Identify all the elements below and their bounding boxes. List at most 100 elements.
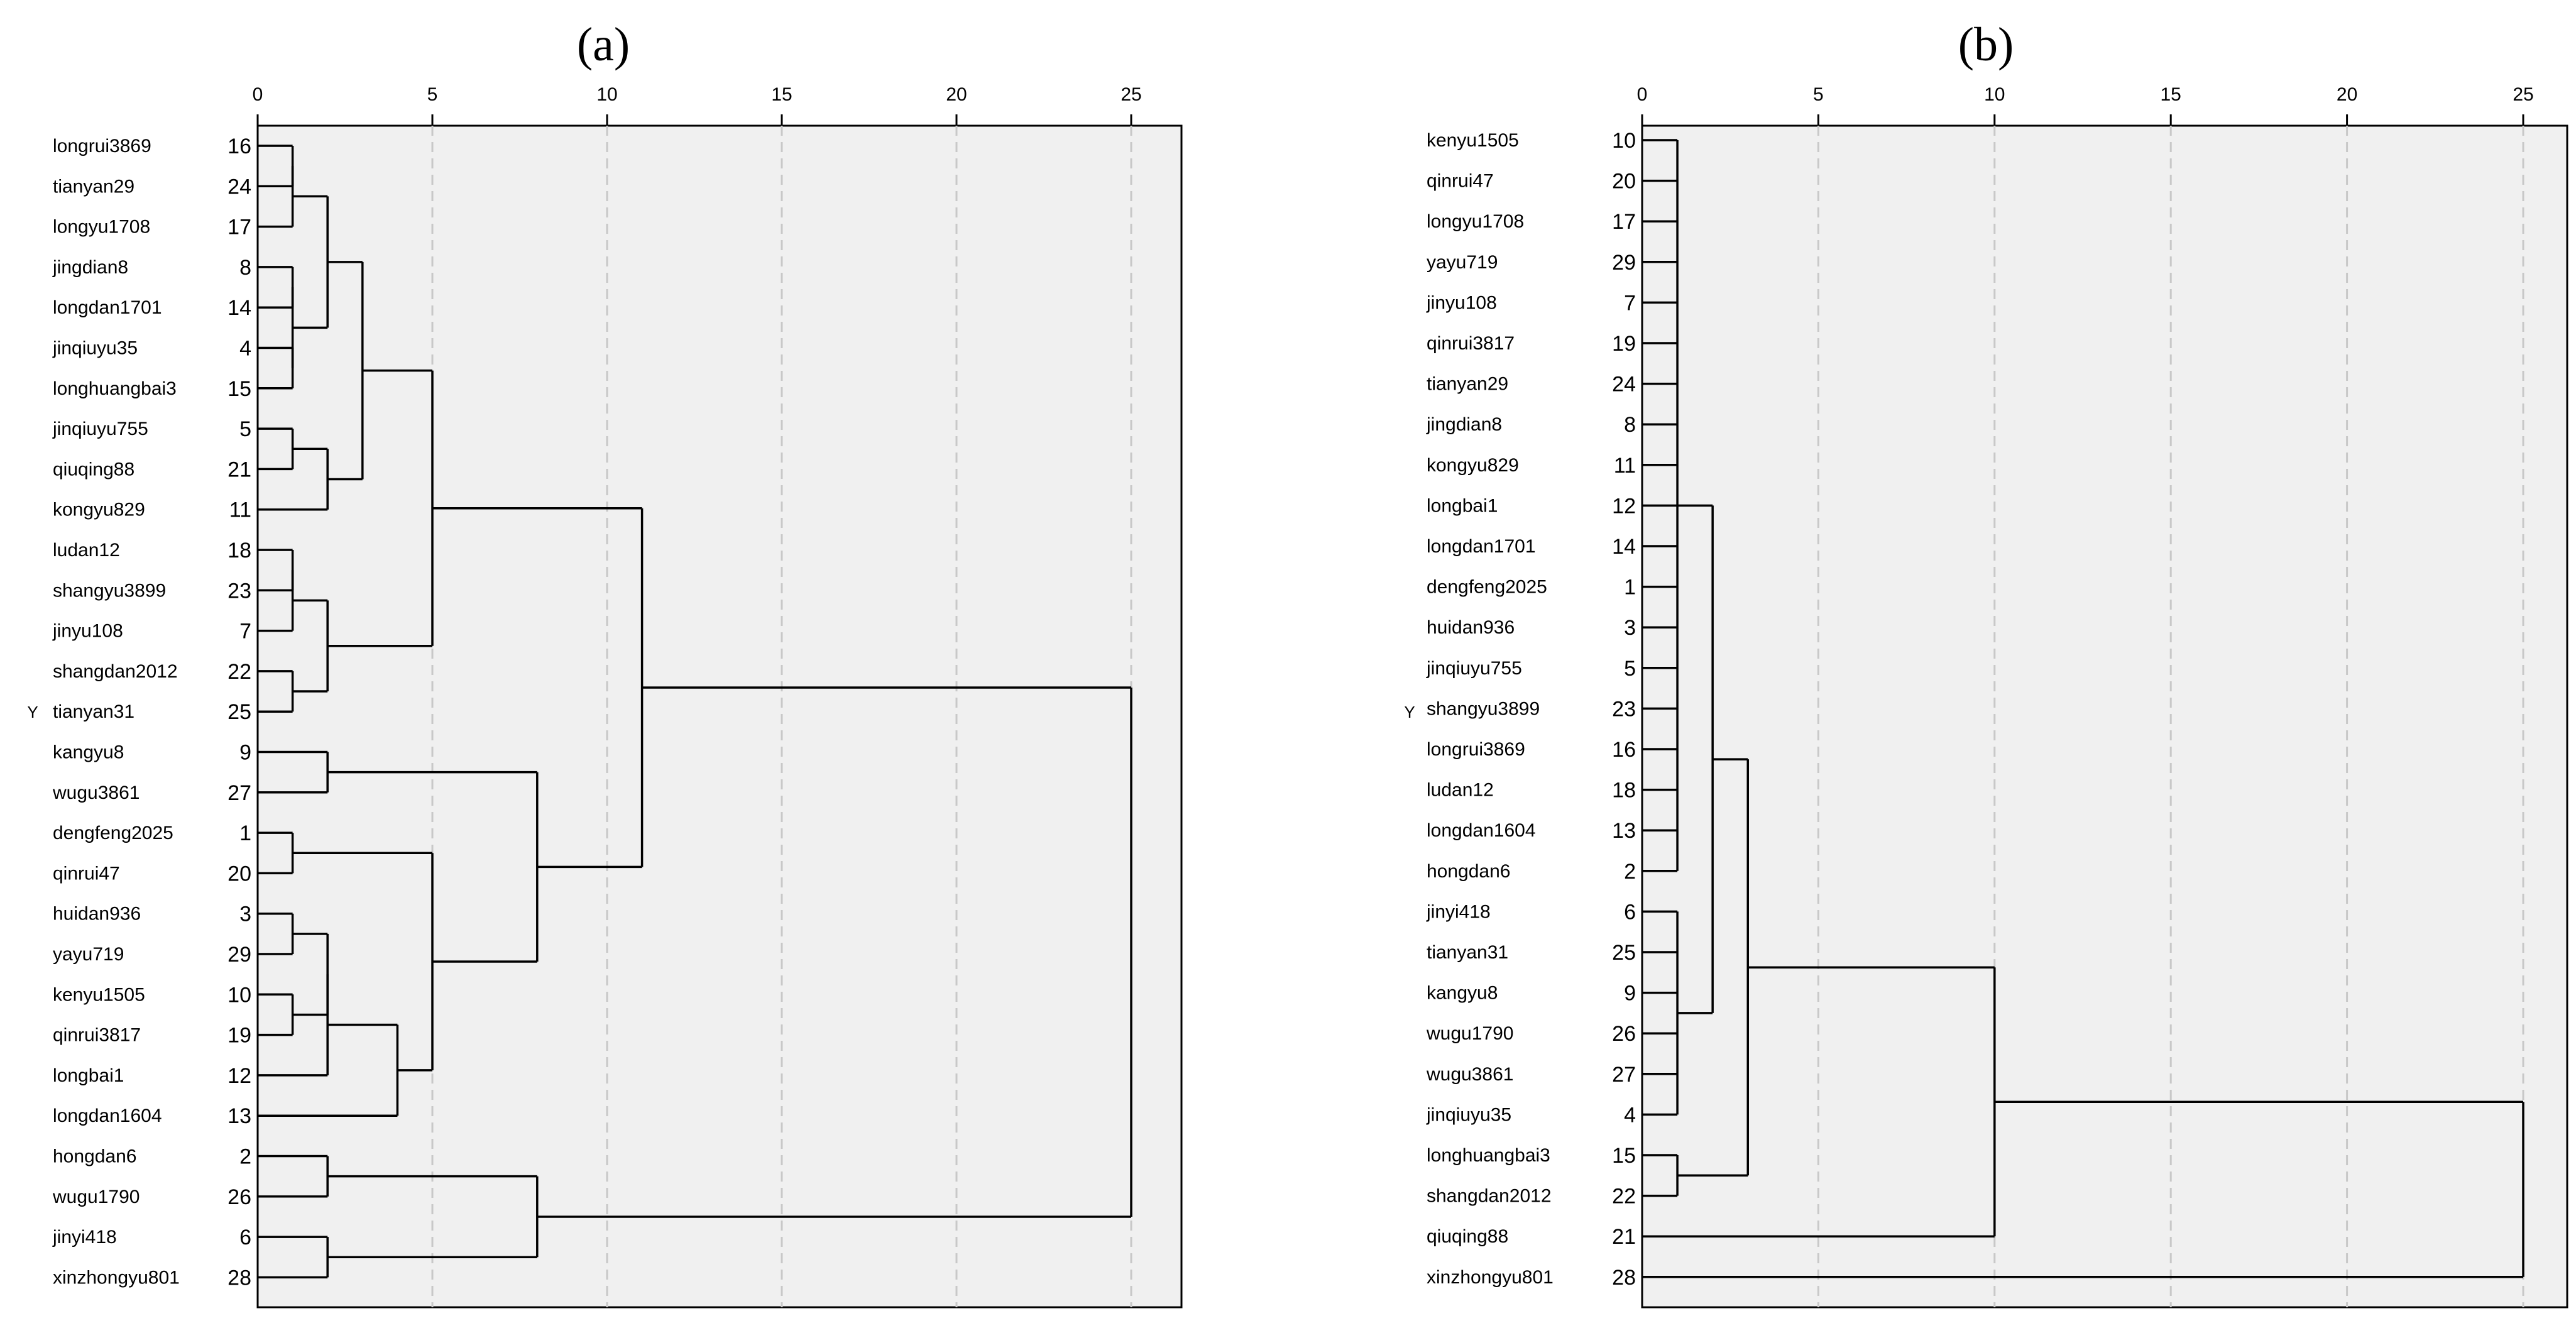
panel-a-leaf-name-kangyu8: kangyu8 xyxy=(53,742,124,763)
panel-a-leaf-name-wugu1790: wugu1790 xyxy=(52,1187,140,1207)
panel-a-leaf-id-7: 7 xyxy=(239,620,251,644)
panel-a-leaf-name-qiuqing88: qiuqing88 xyxy=(53,459,134,480)
panel-a-leaf-id-9: 9 xyxy=(239,741,251,765)
panel-b-leaf-id-11: 11 xyxy=(1614,454,1636,478)
panel-b-leaf-name-tianyan29: tianyan29 xyxy=(1427,374,1508,395)
panel-b-leaf-name-qiuqing88: qiuqing88 xyxy=(1427,1226,1508,1247)
panel-a-leaf-name-dengfeng2025: dengfeng2025 xyxy=(53,823,173,843)
panel-a-leaf-name-shangdan2012: shangdan2012 xyxy=(53,661,178,682)
panel-a-leaf-id-17: 17 xyxy=(227,216,251,239)
panel-a-leaf-name-jinqiuyu755: jinqiuyu755 xyxy=(52,419,148,439)
panel-a-leaf-id-26: 26 xyxy=(227,1185,251,1209)
panel-b-leaf-name-jingdian8: jingdian8 xyxy=(1426,414,1502,435)
panel-b-leaf-id-8: 8 xyxy=(1624,413,1636,437)
panel-b-leaf-name-wugu1790: wugu1790 xyxy=(1426,1023,1513,1044)
panel-b-tree-links xyxy=(1642,139,2524,1278)
panel-b-leaf-name-tianyan31: tianyan31 xyxy=(1427,942,1508,963)
panel-a-leaf-id-1: 1 xyxy=(239,821,251,845)
panel-a-leaf-name-longbai1: longbai1 xyxy=(53,1065,124,1086)
panel-a-tick-label-5: 5 xyxy=(427,84,438,105)
panel-b-tick-label-10: 10 xyxy=(1984,84,2005,105)
panel-b-plot-area xyxy=(1641,124,2568,1309)
panel-a-leaf-name-huidan936: huidan936 xyxy=(53,904,141,925)
panel-b-leaf-name-shangdan2012: shangdan2012 xyxy=(1427,1186,1552,1207)
panel-a-leaf-id-27: 27 xyxy=(227,781,251,805)
panel-b-leaf-id-27: 27 xyxy=(1612,1063,1636,1087)
panel-b-leaf-id-18: 18 xyxy=(1612,779,1636,803)
panel-a-leaf-id-4: 4 xyxy=(239,337,251,361)
panel-a-leaf-name-wugu3861: wugu3861 xyxy=(52,782,140,803)
panel-b-leaf-id-24: 24 xyxy=(1612,373,1636,397)
panel-b-leaf-name-kenyu1505: kenyu1505 xyxy=(1427,130,1519,151)
panel-b-leaf-name-dengfeng2025: dengfeng2025 xyxy=(1427,577,1547,598)
panel-b-leaf-id-16: 16 xyxy=(1612,738,1636,762)
panel-b-leaf-name-yayu719: yayu719 xyxy=(1427,252,1498,273)
panel-a-leaf-id-24: 24 xyxy=(227,175,251,199)
panel-b-leaf-id-1: 1 xyxy=(1624,576,1636,600)
panel-b-leaf-name-xinzhongyu801: xinzhongyu801 xyxy=(1427,1267,1554,1288)
panel-a-leaf-id-2: 2 xyxy=(239,1145,251,1169)
panel-a-leaf-id-16: 16 xyxy=(227,134,251,158)
panel-a-leaf-name-longdan1701: longdan1701 xyxy=(53,297,162,318)
panel-a-tree-links xyxy=(258,145,1132,1279)
panel-a-leaf-id-25: 25 xyxy=(227,700,251,724)
panel-a-leaf-id-12: 12 xyxy=(227,1064,251,1088)
panel-a-tick-label-25: 25 xyxy=(1121,84,1141,105)
panel-a-leaf-name-kongyu829: kongyu829 xyxy=(53,500,145,520)
panel-b-tick-label-5: 5 xyxy=(1813,84,1824,105)
panel-b-leaf-name-longyu1708: longyu1708 xyxy=(1427,211,1524,232)
panel-b-leaf-id-13: 13 xyxy=(1612,819,1636,843)
panel-a-leaf-id-20: 20 xyxy=(227,862,251,886)
panel-b-leaf-name-jinqiuyu35: jinqiuyu35 xyxy=(1426,1104,1511,1125)
panel-a-leaf-id-22: 22 xyxy=(227,660,251,684)
panel-a-leaf-name-qinrui3817: qinrui3817 xyxy=(53,1025,141,1046)
panel-b-leaf-id-4: 4 xyxy=(1624,1103,1636,1127)
panel-b-leaf-id-6: 6 xyxy=(1624,900,1636,924)
panel-b-leaf-name-longbai1: longbai1 xyxy=(1427,495,1498,516)
panel-b-leaf-name-jinyu108: jinyu108 xyxy=(1426,292,1497,313)
panel-b-leaf-id-9: 9 xyxy=(1624,982,1636,1006)
panel-b-title: (b) xyxy=(1958,18,2014,71)
panel-b-leaf-id-22: 22 xyxy=(1612,1185,1636,1209)
panel-b-x-axis: 0 5 10 15 20 25 xyxy=(1637,84,2534,126)
panel-b-leaf-id-14: 14 xyxy=(1612,535,1636,559)
panel-b-leaf-id-15: 15 xyxy=(1612,1144,1636,1168)
panel-a-leaf-id-28: 28 xyxy=(227,1266,251,1290)
panel-a-leaf-name-tianyan29: tianyan29 xyxy=(53,176,134,197)
panel-a-leaf-id-23: 23 xyxy=(227,579,251,603)
panel-a-leaf-name-xinzhongyu801: xinzhongyu801 xyxy=(53,1267,180,1288)
panel-b-leaf-name-qinrui3817: qinrui3817 xyxy=(1427,333,1515,354)
panel-a-leaf-name-longyu1708: longyu1708 xyxy=(53,217,150,238)
panel-a-leaf-id-19: 19 xyxy=(227,1024,251,1048)
panel-a-leaf-id-5: 5 xyxy=(239,417,251,441)
panel-b-leaf-name-longdan1701: longdan1701 xyxy=(1427,536,1536,557)
panel-a-leaf-id-13: 13 xyxy=(227,1104,251,1128)
panel-b-leaf-id-26: 26 xyxy=(1612,1022,1636,1046)
panel-a-leaf-id-18: 18 xyxy=(227,539,251,562)
panel-b-leaf-id-17: 17 xyxy=(1612,210,1636,234)
panel-a-tick-label-0: 0 xyxy=(253,84,263,105)
panel-b-tick-label-0: 0 xyxy=(1637,84,1648,105)
panel-b-leaf-id-10: 10 xyxy=(1612,129,1636,153)
panel-a-leaf-name-jinqiuyu35: jinqiuyu35 xyxy=(52,338,138,359)
panel-b-leaf-id-5: 5 xyxy=(1624,657,1636,681)
panel-a-leaf-name-jinyu108: jinyu108 xyxy=(52,621,123,642)
panel-a-leaf-id-8: 8 xyxy=(239,256,251,280)
panel-a-leaf-name-qinrui47: qinrui47 xyxy=(53,863,120,884)
panel-b-leaf-name-longhuangbai3: longhuangbai3 xyxy=(1427,1145,1550,1166)
panel-b-leaf-name-jinyi418: jinyi418 xyxy=(1426,901,1491,922)
panel-b-leaf-name-kangyu8: kangyu8 xyxy=(1427,983,1498,1004)
panel-a-leaf-name-shangyu3899: shangyu3899 xyxy=(53,580,166,601)
panel-a-leaf-name-kenyu1505: kenyu1505 xyxy=(53,984,145,1005)
panel-b-leaf-name-jinqiuyu755: jinqiuyu755 xyxy=(1426,658,1522,679)
panel-b-leaf-name-longdan1604: longdan1604 xyxy=(1427,820,1536,841)
panel-a-x-axis: 0 5 10 15 20 25 xyxy=(253,84,1142,126)
panel-a-leaf-id-6: 6 xyxy=(239,1226,251,1249)
panel-b-leaf-name-qinrui47: qinrui47 xyxy=(1427,171,1494,192)
panel-a-tick-label-20: 20 xyxy=(946,84,967,105)
panel-b-leaf-name-shangyu3899: shangyu3899 xyxy=(1427,698,1540,719)
